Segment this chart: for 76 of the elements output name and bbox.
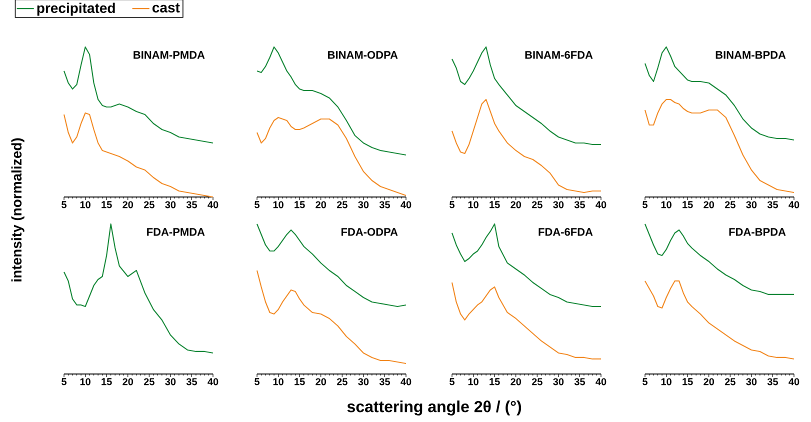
- x-tick-label: 5: [62, 378, 67, 386]
- x-tick-label: 5: [450, 378, 455, 386]
- x-tick-label: 10: [661, 378, 672, 386]
- chart-title: FDA-ODPA: [342, 228, 398, 236]
- x-tick-label: 35: [767, 378, 778, 386]
- x-tick-label: 10: [661, 201, 672, 208]
- y-axis-title: intensity (normalized): [11, 138, 24, 282]
- x-tick-label: 10: [468, 378, 478, 386]
- x-tick-label: 15: [294, 201, 305, 208]
- x-tick-label: 5: [254, 201, 260, 208]
- x-tick-label: 35: [186, 378, 198, 386]
- x-tick-label: 10: [468, 201, 478, 208]
- x-tick-label: 15: [102, 378, 112, 386]
- x-tick-label: 10: [80, 378, 90, 386]
- x-tick-label: 5: [62, 201, 67, 208]
- x-tick-label: 40: [208, 378, 218, 386]
- x-tick-label: 10: [273, 201, 284, 208]
- chart-title: FDA-BPDA: [729, 228, 786, 236]
- x-tick-label: 30: [358, 378, 369, 386]
- x-tick-label: 40: [400, 378, 412, 386]
- x-tick-label: 35: [767, 201, 778, 208]
- x-tick-label: 30: [553, 201, 564, 208]
- x-tick-label: 40: [788, 378, 800, 386]
- x-tick-label: 20: [510, 378, 522, 386]
- chart-title: FDA-6FDA: [538, 228, 593, 236]
- x-tick-label: 20: [316, 378, 326, 386]
- x-tick-label: 5: [450, 201, 455, 208]
- x-tick-label: 35: [186, 201, 198, 208]
- x-tick-label: 35: [574, 378, 585, 386]
- x-tick-label: 40: [400, 201, 412, 208]
- x-tick-label: 40: [596, 201, 606, 208]
- x-tick-label: 30: [358, 201, 369, 208]
- x-tick-label: 30: [746, 201, 757, 208]
- chart-title: BINAM-BPDA: [716, 51, 786, 59]
- x-tick-label: 15: [682, 201, 693, 208]
- x-tick-label: 15: [490, 201, 500, 208]
- chart-title: BINAM-ODPA: [328, 51, 398, 59]
- x-tick-label: 25: [336, 201, 348, 208]
- x-tick-label: 40: [208, 201, 218, 208]
- x-tick-label: 20: [122, 378, 134, 386]
- x-tick-label: 15: [682, 378, 693, 386]
- x-tick-label: 30: [165, 201, 176, 208]
- x-tick-label: 30: [165, 378, 176, 386]
- chart-title: BINAM-6FDA: [525, 51, 593, 59]
- x-tick-label: 25: [532, 201, 542, 208]
- x-tick-label: 25: [532, 378, 542, 386]
- x-tick-label: 20: [122, 201, 134, 208]
- chart-title: FDA-PMDA: [147, 228, 205, 236]
- x-tick-label: 40: [788, 201, 800, 208]
- x-tick-label: 25: [336, 378, 348, 386]
- x-axis-title: scattering angle 2θ / (°): [347, 400, 522, 416]
- x-tick-label: 15: [102, 201, 112, 208]
- x-tick-label: 25: [724, 378, 736, 386]
- x-tick-label: 20: [316, 201, 326, 208]
- x-tick-label: 5: [642, 378, 648, 386]
- x-tick-label: 15: [490, 378, 500, 386]
- x-tick-label: 25: [724, 201, 736, 208]
- x-tick-label: 30: [553, 378, 564, 386]
- chart-title: BINAM-PMDA: [134, 51, 205, 59]
- x-tick-label: 40: [596, 378, 606, 386]
- x-tick-label: 20: [510, 201, 522, 208]
- x-tick-label: 20: [704, 378, 714, 386]
- x-tick-label: 5: [254, 378, 260, 386]
- x-tick-label: 30: [746, 378, 757, 386]
- x-tick-label: 35: [379, 201, 390, 208]
- x-tick-label: 10: [80, 201, 90, 208]
- x-tick-label: 25: [144, 201, 154, 208]
- x-tick-label: 5: [642, 201, 648, 208]
- x-tick-label: 35: [574, 201, 585, 208]
- x-tick-label: 20: [704, 201, 714, 208]
- x-tick-label: 25: [144, 378, 154, 386]
- x-tick-label: 35: [379, 378, 390, 386]
- legend-label: precipitated: [37, 2, 115, 16]
- x-tick-label: 15: [294, 378, 305, 386]
- x-tick-label: 10: [273, 378, 284, 386]
- legend-label: cast: [152, 3, 180, 13]
